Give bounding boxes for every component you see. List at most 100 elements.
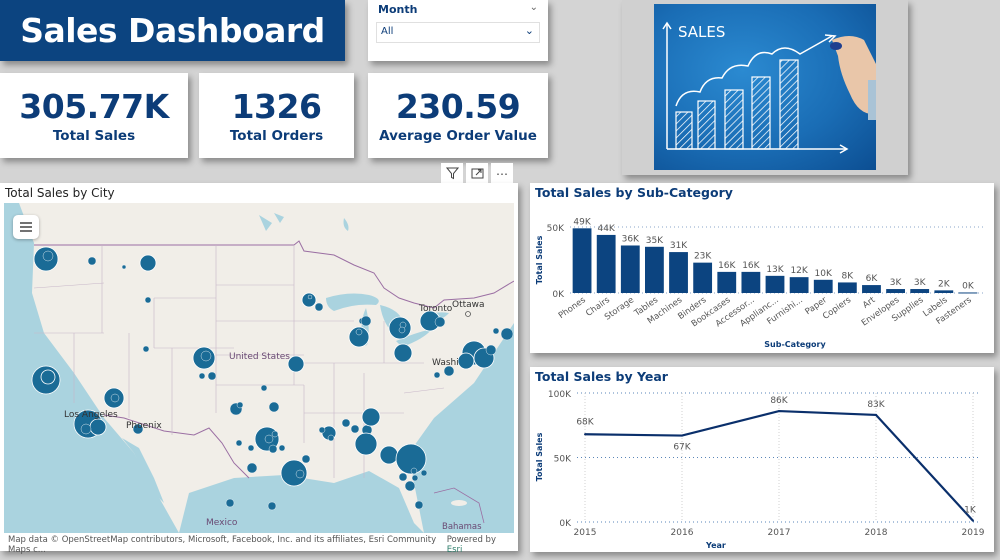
city-bubble bbox=[434, 316, 446, 328]
bar-machines bbox=[669, 252, 688, 293]
bar-data-label: 0K bbox=[962, 281, 975, 291]
map-menu-button[interactable] bbox=[13, 215, 39, 239]
bar-phones bbox=[572, 228, 592, 293]
map-visual-total-sales-by-city[interactable]: Total Sales by City bbox=[0, 183, 518, 555]
map-label-united-states: United States bbox=[229, 352, 290, 362]
more-options-icon[interactable]: ⋯ bbox=[491, 163, 513, 184]
bar-binders bbox=[693, 262, 713, 293]
city-bubble bbox=[80, 423, 92, 435]
bar-data-label: 16K bbox=[718, 261, 736, 271]
x-tick-label: 2019 bbox=[962, 528, 985, 538]
bar-supplies bbox=[910, 289, 930, 293]
line-point bbox=[875, 413, 877, 416]
city-bubble bbox=[500, 327, 514, 341]
city-bubble bbox=[271, 430, 279, 438]
month-slicer[interactable]: Month ⌄ All ⌄ bbox=[368, 0, 548, 61]
chevron-down-icon[interactable]: ⌄ bbox=[529, 2, 538, 13]
y-tick-label: 50K bbox=[554, 455, 572, 465]
bar-chart-total-sales-by-sub-category[interactable]: Total Sales by Sub-Category 0K 50K Total S… bbox=[530, 183, 994, 353]
kpi-value: 1326 bbox=[231, 86, 322, 126]
map-title: Total Sales by City bbox=[5, 186, 115, 200]
city-bubble bbox=[341, 418, 351, 428]
line-chart-svg: 0K 50K 100K 2015 2016 2017 2018 2019 Total Sales… bbox=[535, 390, 985, 550]
month-selected-value: All bbox=[381, 26, 394, 37]
city-bubble bbox=[139, 254, 157, 272]
map-label-los-angeles: Los Angeles bbox=[64, 410, 118, 420]
gulf-of-mexico bbox=[179, 471, 424, 533]
kpi-label: Total Sales bbox=[52, 127, 136, 144]
x-tick-label: 2015 bbox=[574, 528, 597, 538]
line-data-label: 1K bbox=[964, 506, 977, 516]
visual-header-toolbar: ⋯ bbox=[441, 163, 513, 184]
bar-labels bbox=[934, 290, 954, 293]
city-bubble bbox=[404, 480, 416, 492]
bar-chairs bbox=[596, 234, 616, 293]
city-bubble bbox=[278, 444, 286, 452]
sales-chart-illustration: SALES bbox=[662, 21, 876, 154]
city-bubble bbox=[327, 434, 335, 442]
line-chart-total-sales-by-year[interactable]: Total Sales by Year 0K 50K 100K 2015 2016 201… bbox=[530, 367, 994, 552]
city-bubble bbox=[414, 500, 424, 510]
month-dropdown[interactable]: All ⌄ bbox=[376, 22, 540, 43]
bar-chart-title: Total Sales by Sub-Category bbox=[535, 185, 733, 200]
line-point bbox=[778, 410, 780, 413]
slicer-label: Month bbox=[378, 3, 418, 16]
focus-mode-icon[interactable] bbox=[466, 163, 488, 184]
state-borders bbox=[33, 245, 445, 478]
city-bubble bbox=[132, 423, 144, 435]
city-bubble bbox=[307, 294, 313, 300]
city-bubble bbox=[268, 401, 280, 413]
city-bubble bbox=[398, 472, 408, 482]
city-bubble bbox=[457, 352, 475, 370]
map-label-ottawa: Ottawa bbox=[452, 300, 485, 310]
line-data-label: 68K bbox=[576, 417, 594, 427]
kpi-value: 305.77K bbox=[19, 86, 169, 126]
bar-data-label: 10K bbox=[815, 269, 833, 279]
city-bubble bbox=[225, 498, 235, 508]
city-bubble bbox=[246, 462, 258, 474]
y-tick-label: 100K bbox=[548, 390, 572, 400]
powered-by: Powered by Esri bbox=[446, 535, 496, 555]
esri-link[interactable]: Esri bbox=[446, 545, 463, 555]
city-bubble bbox=[295, 469, 305, 479]
city-bubble bbox=[264, 434, 274, 444]
city-bubble bbox=[198, 372, 206, 380]
city-bubble bbox=[355, 328, 363, 336]
city-bubble bbox=[492, 327, 500, 335]
y-tick-label: 50K bbox=[547, 224, 565, 234]
city-bubble bbox=[398, 326, 406, 334]
lake-superior bbox=[326, 293, 379, 311]
kpi-label: Total Orders bbox=[229, 127, 324, 144]
city-bubble bbox=[348, 326, 370, 348]
city-bubble bbox=[314, 302, 324, 312]
bar-data-label: 3K bbox=[890, 278, 903, 288]
pacific-ocean bbox=[4, 203, 179, 533]
city-bubble bbox=[110, 393, 120, 403]
city-bubble bbox=[247, 444, 255, 452]
y-axis-label: Total Sales bbox=[535, 432, 544, 481]
bar-envelopes bbox=[886, 289, 905, 293]
city-bubble bbox=[207, 371, 217, 381]
city-bubble bbox=[420, 469, 428, 477]
dashboard-title-banner: Sales Dashboard bbox=[0, 0, 345, 61]
bar-paper bbox=[813, 279, 833, 293]
city-bubble bbox=[379, 445, 399, 465]
bar-data-label: 13K bbox=[766, 265, 784, 275]
bar-furnishi bbox=[789, 277, 809, 293]
kpi-value: 230.59 bbox=[395, 86, 521, 126]
kpi-card-average-order-value: 230.59 Average Order Value bbox=[368, 73, 548, 158]
map-canvas[interactable]: Ottawa Toronto United States Washi Phoen… bbox=[4, 203, 514, 533]
city-bubble bbox=[40, 369, 56, 385]
filter-icon[interactable] bbox=[441, 163, 463, 184]
bar-data-label: 8K bbox=[842, 271, 855, 281]
kpi-card-total-sales: 305.77K Total Sales bbox=[0, 73, 188, 158]
map-label-mexico: Mexico bbox=[206, 518, 238, 528]
city-bubbles bbox=[31, 246, 514, 511]
map-label-washington: Washi bbox=[432, 358, 459, 368]
chevron-down-icon[interactable]: ⌄ bbox=[524, 24, 534, 37]
line-chart-title: Total Sales by Year bbox=[535, 369, 668, 384]
line-data-label: 67K bbox=[673, 443, 691, 453]
bar-applianc bbox=[765, 275, 785, 293]
atlantic-ocean bbox=[409, 323, 514, 533]
